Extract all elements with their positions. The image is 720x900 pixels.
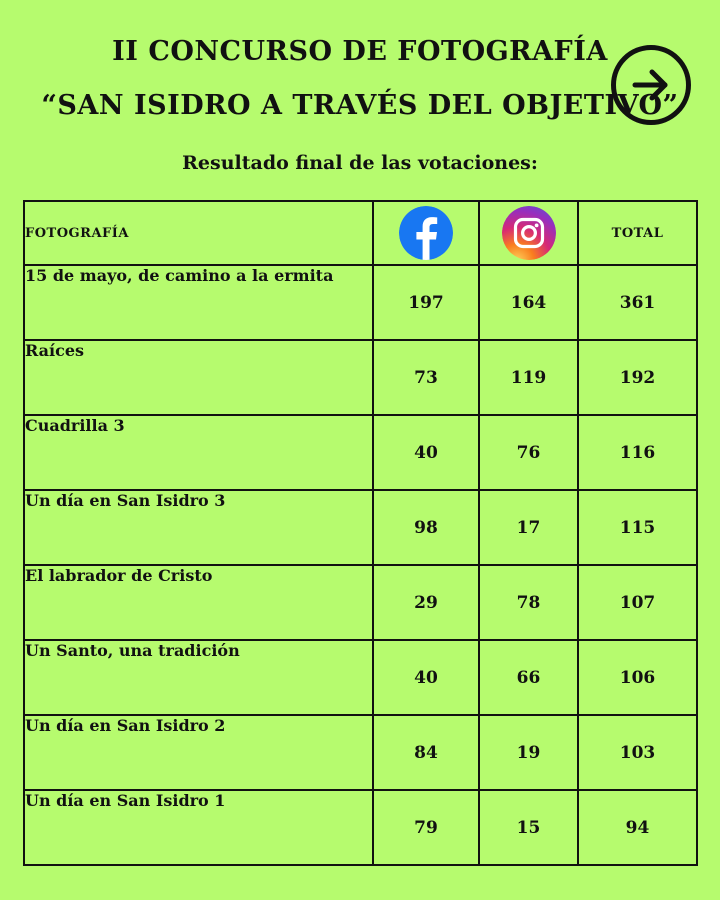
table-row: El labrador de Cristo 29 78 107	[23, 564, 698, 641]
total-votes-cell: 107	[577, 564, 698, 641]
photo-name-cell: El labrador de Cristo	[23, 564, 374, 641]
column-header-photo: FOTOGRAFÍA	[23, 200, 374, 266]
facebook-votes-cell: 40	[372, 414, 480, 491]
table-row: Un día en San Isidro 3 98 17 115	[23, 489, 698, 566]
facebook-votes-cell: 98	[372, 489, 480, 566]
total-votes-cell: 103	[577, 714, 698, 791]
results-table: FOTOGRAFÍA	[23, 200, 698, 866]
title-line-1: II CONCURSO DE FOTOGRAFÍA	[112, 36, 608, 67]
photo-name-cell: Un Santo, una tradición	[23, 639, 374, 716]
instagram-votes-cell: 78	[478, 564, 579, 641]
facebook-votes-cell: 197	[372, 264, 480, 341]
photo-name-cell: 15 de mayo, de camino a la ermita	[23, 264, 374, 341]
instagram-votes-cell: 17	[478, 489, 579, 566]
column-header-total: TOTAL	[577, 200, 698, 266]
total-votes-cell: 106	[577, 639, 698, 716]
table-row: Un día en San Isidro 1 79 15 94	[23, 789, 698, 866]
facebook-icon	[399, 206, 453, 260]
arrow-right-icon	[632, 69, 668, 101]
photo-name-cell: Un día en San Isidro 1	[23, 789, 374, 866]
subtitle: Resultado final de las votaciones:	[182, 152, 538, 174]
column-header-facebook	[372, 200, 480, 266]
photo-name-cell: Cuadrilla 3	[23, 414, 374, 491]
table-row: Raíces 73 119 192	[23, 339, 698, 416]
total-votes-cell: 116	[577, 414, 698, 491]
facebook-votes-cell: 40	[372, 639, 480, 716]
total-votes-cell: 192	[577, 339, 698, 416]
table-row: Un día en San Isidro 2 84 19 103	[23, 714, 698, 791]
next-button[interactable]	[611, 45, 691, 125]
instagram-votes-cell: 164	[478, 264, 579, 341]
photo-name-cell: Un día en San Isidro 3	[23, 489, 374, 566]
table-row: Un Santo, una tradición 40 66 106	[23, 639, 698, 716]
facebook-votes-cell: 73	[372, 339, 480, 416]
instagram-votes-cell: 15	[478, 789, 579, 866]
table-header-row: FOTOGRAFÍA	[23, 200, 698, 266]
column-header-instagram	[478, 200, 579, 266]
instagram-votes-cell: 119	[478, 339, 579, 416]
facebook-votes-cell: 79	[372, 789, 480, 866]
instagram-votes-cell: 19	[478, 714, 579, 791]
table-row: Cuadrilla 3 40 76 116	[23, 414, 698, 491]
photo-name-cell: Raíces	[23, 339, 374, 416]
facebook-votes-cell: 84	[372, 714, 480, 791]
photo-name-cell: Un día en San Isidro 2	[23, 714, 374, 791]
title-line-2: “SAN ISIDRO A TRAVÉS DEL OBJETIVO”	[41, 90, 679, 121]
instagram-votes-cell: 76	[478, 414, 579, 491]
total-votes-cell: 115	[577, 489, 698, 566]
facebook-votes-cell: 29	[372, 564, 480, 641]
total-votes-cell: 94	[577, 789, 698, 866]
table-row: 15 de mayo, de camino a la ermita 197 164 3…	[23, 264, 698, 341]
instagram-icon	[501, 206, 556, 260]
instagram-votes-cell: 66	[478, 639, 579, 716]
total-votes-cell: 361	[577, 264, 698, 341]
